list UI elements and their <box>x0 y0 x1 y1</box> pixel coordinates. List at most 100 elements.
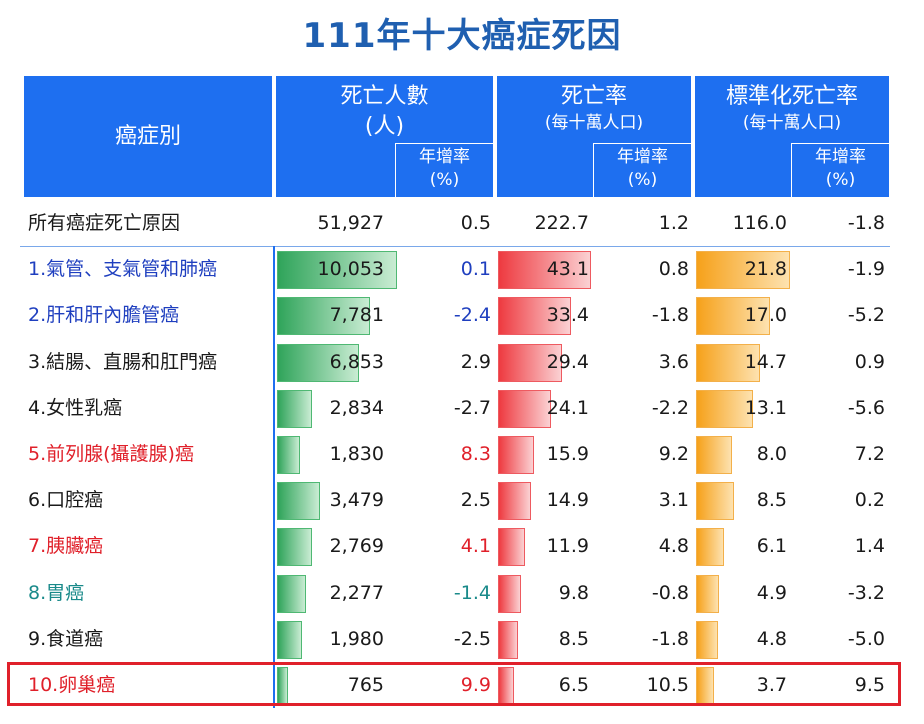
header-std-rate: 標準化死亡率 (每十萬人口) <box>695 76 889 197</box>
deaths-value: 3,479 <box>329 489 384 511</box>
std-rate-value: 13.1 <box>744 397 787 419</box>
header-rate-growth-label: 年增率 <box>617 147 668 167</box>
std-bar <box>696 621 718 659</box>
rate-bar <box>498 251 591 289</box>
header-std-rate-unit: (每十萬人口) <box>742 112 842 133</box>
cancer-name: 1.氣管、支氣管和肺癌 <box>28 258 218 280</box>
deaths-bar <box>277 297 370 335</box>
deaths-growth-value: 2.9 <box>460 351 491 373</box>
header-std-rate-label: 標準化死亡率 <box>725 84 858 109</box>
cancer-name: 10.卵巢癌 <box>28 674 116 696</box>
rate-value: 24.1 <box>546 397 589 419</box>
std-growth-value: -1.9 <box>847 258 885 280</box>
std-rate-value: 17.0 <box>744 304 787 326</box>
deaths-value: 2,769 <box>329 535 384 557</box>
deaths-bar <box>277 344 359 382</box>
deaths-value: 10,053 <box>317 258 384 280</box>
rate-bar <box>498 344 562 382</box>
deaths-growth-value: -2.4 <box>453 304 491 326</box>
deaths-growth-value: 0.5 <box>460 212 491 234</box>
cancer-name: 7.胰臟癌 <box>28 535 104 557</box>
page-title: 111年十大癌症死因 <box>302 16 622 56</box>
header-deaths-growth: 年增率 (%) <box>395 143 493 197</box>
rate-bar <box>498 621 518 659</box>
cancer-name: 所有癌症死亡原因 <box>28 212 181 234</box>
std-bar <box>696 390 753 428</box>
std-rate-value: 4.9 <box>756 582 787 604</box>
cancer-name: 5.前列腺(攝護腺)癌 <box>28 443 194 465</box>
std-growth-value: -3.2 <box>847 582 885 604</box>
rate-growth-value: 10.5 <box>646 674 689 696</box>
rate-bar <box>498 297 571 335</box>
rate-growth-value: -1.8 <box>651 304 689 326</box>
std-rate-value: 116.0 <box>732 212 787 234</box>
deaths-bar <box>277 575 306 613</box>
rate-bar <box>498 390 551 428</box>
deaths-value: 1,980 <box>329 628 384 650</box>
deaths-value: 2,277 <box>329 582 384 604</box>
deaths-growth-value: -2.7 <box>453 397 491 419</box>
header-rate-unit: (每十萬人口) <box>544 112 644 133</box>
header-deaths-label: 死亡人數 <box>340 84 429 109</box>
std-bar <box>696 297 770 335</box>
deaths-growth-value: -2.5 <box>453 628 491 650</box>
std-bar <box>696 436 732 474</box>
rate-value: 29.4 <box>546 351 589 373</box>
rate-growth-value: 0.8 <box>658 258 689 280</box>
deaths-value: 765 <box>347 674 384 696</box>
rate-bar <box>498 482 531 520</box>
std-bar <box>696 528 724 566</box>
header-std-growth: 年增率 (%) <box>791 143 889 197</box>
header-rate-label: 死亡率 <box>560 84 627 109</box>
header-rate-growth: 年增率 (%) <box>593 143 691 197</box>
deaths-value: 2,834 <box>329 397 384 419</box>
std-bar <box>696 575 719 613</box>
std-growth-value: -5.2 <box>847 304 885 326</box>
header-deaths-growth-unit: (%) <box>429 169 460 190</box>
deaths-bar <box>277 436 300 474</box>
rate-value: 6.5 <box>558 674 589 696</box>
highlight-box <box>7 662 901 706</box>
cancer-name: 3.結腸、直腸和肛門癌 <box>28 351 218 373</box>
rate-value: 43.1 <box>546 258 589 280</box>
deaths-growth-value: 2.5 <box>460 489 491 511</box>
cancer-name: 9.食道癌 <box>28 628 104 650</box>
cancer-name: 6.口腔癌 <box>28 489 104 511</box>
deaths-bar <box>277 390 312 428</box>
rate-bar <box>498 436 534 474</box>
column-divider <box>273 246 275 708</box>
deaths-growth-value: 8.3 <box>460 443 491 465</box>
table-divider <box>20 246 890 247</box>
deaths-growth-value: 0.1 <box>460 258 491 280</box>
std-rate-value: 21.8 <box>744 258 787 280</box>
std-growth-value: -1.8 <box>847 212 885 234</box>
std-growth-value: -5.6 <box>847 397 885 419</box>
deaths-bar <box>277 528 312 566</box>
deaths-value: 7,781 <box>329 304 384 326</box>
rate-bar <box>498 575 521 613</box>
deaths-value: 51,927 <box>317 212 384 234</box>
header-cancer-label: 癌症別 <box>114 123 181 149</box>
std-growth-value: 0.2 <box>854 489 885 511</box>
rate-value: 9.8 <box>558 582 589 604</box>
std-bar <box>696 482 734 520</box>
std-rate-value: 14.7 <box>744 351 787 373</box>
header-deaths-growth-label: 年增率 <box>419 147 470 167</box>
deaths-bar <box>277 621 302 659</box>
std-bar <box>696 344 760 382</box>
rate-growth-value: 3.6 <box>658 351 689 373</box>
cancer-name: 4.女性乳癌 <box>28 397 123 419</box>
deaths-value: 6,853 <box>329 351 384 373</box>
header-rate-growth-unit: (%) <box>627 169 658 190</box>
std-rate-value: 3.7 <box>756 674 787 696</box>
std-growth-value: 0.9 <box>854 351 885 373</box>
deaths-bar <box>277 482 320 520</box>
rate-growth-value: 3.1 <box>658 489 689 511</box>
rate-growth-value: 4.8 <box>658 535 689 557</box>
rate-value: 15.9 <box>546 443 589 465</box>
header-cancer: 癌症別 <box>24 76 272 197</box>
rate-value: 8.5 <box>558 628 589 650</box>
rate-value: 14.9 <box>546 489 589 511</box>
std-rate-value: 8.0 <box>756 443 787 465</box>
rate-value: 33.4 <box>546 304 589 326</box>
